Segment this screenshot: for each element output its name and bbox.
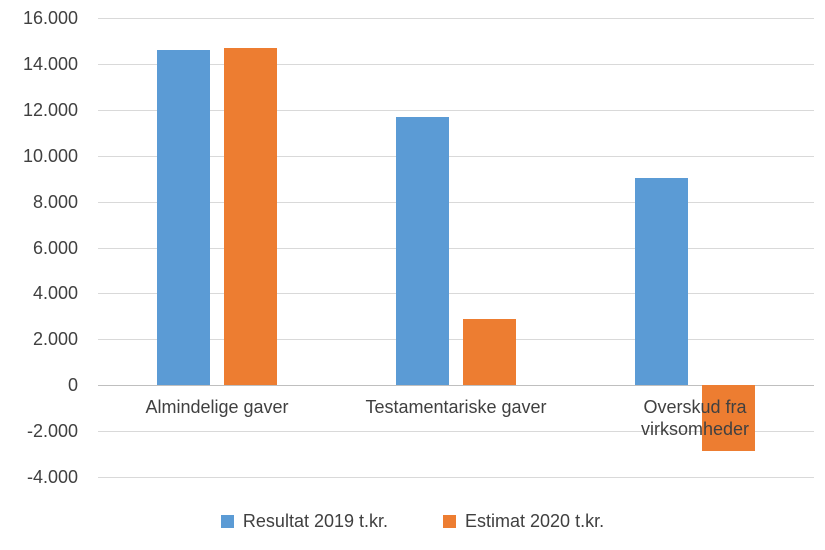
- gridline: [98, 431, 814, 433]
- bar-series1-category2: [396, 116, 449, 386]
- gridline: [98, 201, 814, 203]
- category-label-almindelige-gaver: Almindelige gaver: [145, 397, 289, 417]
- y-axis-tick-label: 4.000: [32, 283, 78, 304]
- legend-item-resultat-2019: Resultat 2019 t.kr.: [220, 511, 389, 532]
- legend: Resultat 2019 t.kr. Estimat 2020 t.kr.: [0, 511, 825, 532]
- gridline: [98, 247, 814, 249]
- gridline: [98, 109, 814, 111]
- y-axis-tick-label: -4.000: [26, 467, 78, 487]
- y-axis-tick-label: 8.000: [32, 191, 78, 212]
- bar-series1-category3: [634, 177, 688, 386]
- gridline: [98, 63, 814, 65]
- gridline: [98, 293, 814, 295]
- category-label-testamentariske-gaver: Testamentariske gaver: [365, 397, 547, 417]
- y-axis-tick-label: -2.000: [26, 421, 78, 442]
- y-axis-tick-label: 2.000: [32, 329, 78, 350]
- gridline: [98, 339, 814, 341]
- y-axis-tick-label: 12.000: [22, 99, 78, 120]
- y-axis-tick-label: 16.000: [22, 8, 78, 28]
- bar-series2-category2: [463, 318, 516, 386]
- gridline: [98, 477, 814, 478]
- gridline: [98, 155, 814, 157]
- legend-swatch-blue-icon: [220, 515, 234, 528]
- legend-swatch-orange-icon: [443, 515, 457, 528]
- legend-label-resultat-2019: Resultat 2019 t.kr.: [242, 511, 389, 531]
- y-axis-tick-label: 10.000: [22, 145, 78, 166]
- legend-label-estimat-2020: Estimat 2020 t.kr.: [465, 511, 605, 531]
- bar-series1-category1: [157, 50, 211, 386]
- x-axis-line: [98, 385, 814, 387]
- category-label-overskud-fra-virksomheder: Overskud fra virksomheder: [640, 397, 750, 439]
- gridline: [98, 18, 814, 19]
- legend-item-estimat-2020: Estimat 2020 t.kr.: [443, 511, 604, 532]
- bar-series2-category3: [701, 385, 755, 451]
- bar-series2-category1: [224, 47, 278, 386]
- y-axis-tick-label: 6.000: [32, 237, 78, 258]
- y-axis-tick-label: 14.000: [22, 53, 78, 74]
- y-axis-tick-label: 0: [67, 375, 78, 396]
